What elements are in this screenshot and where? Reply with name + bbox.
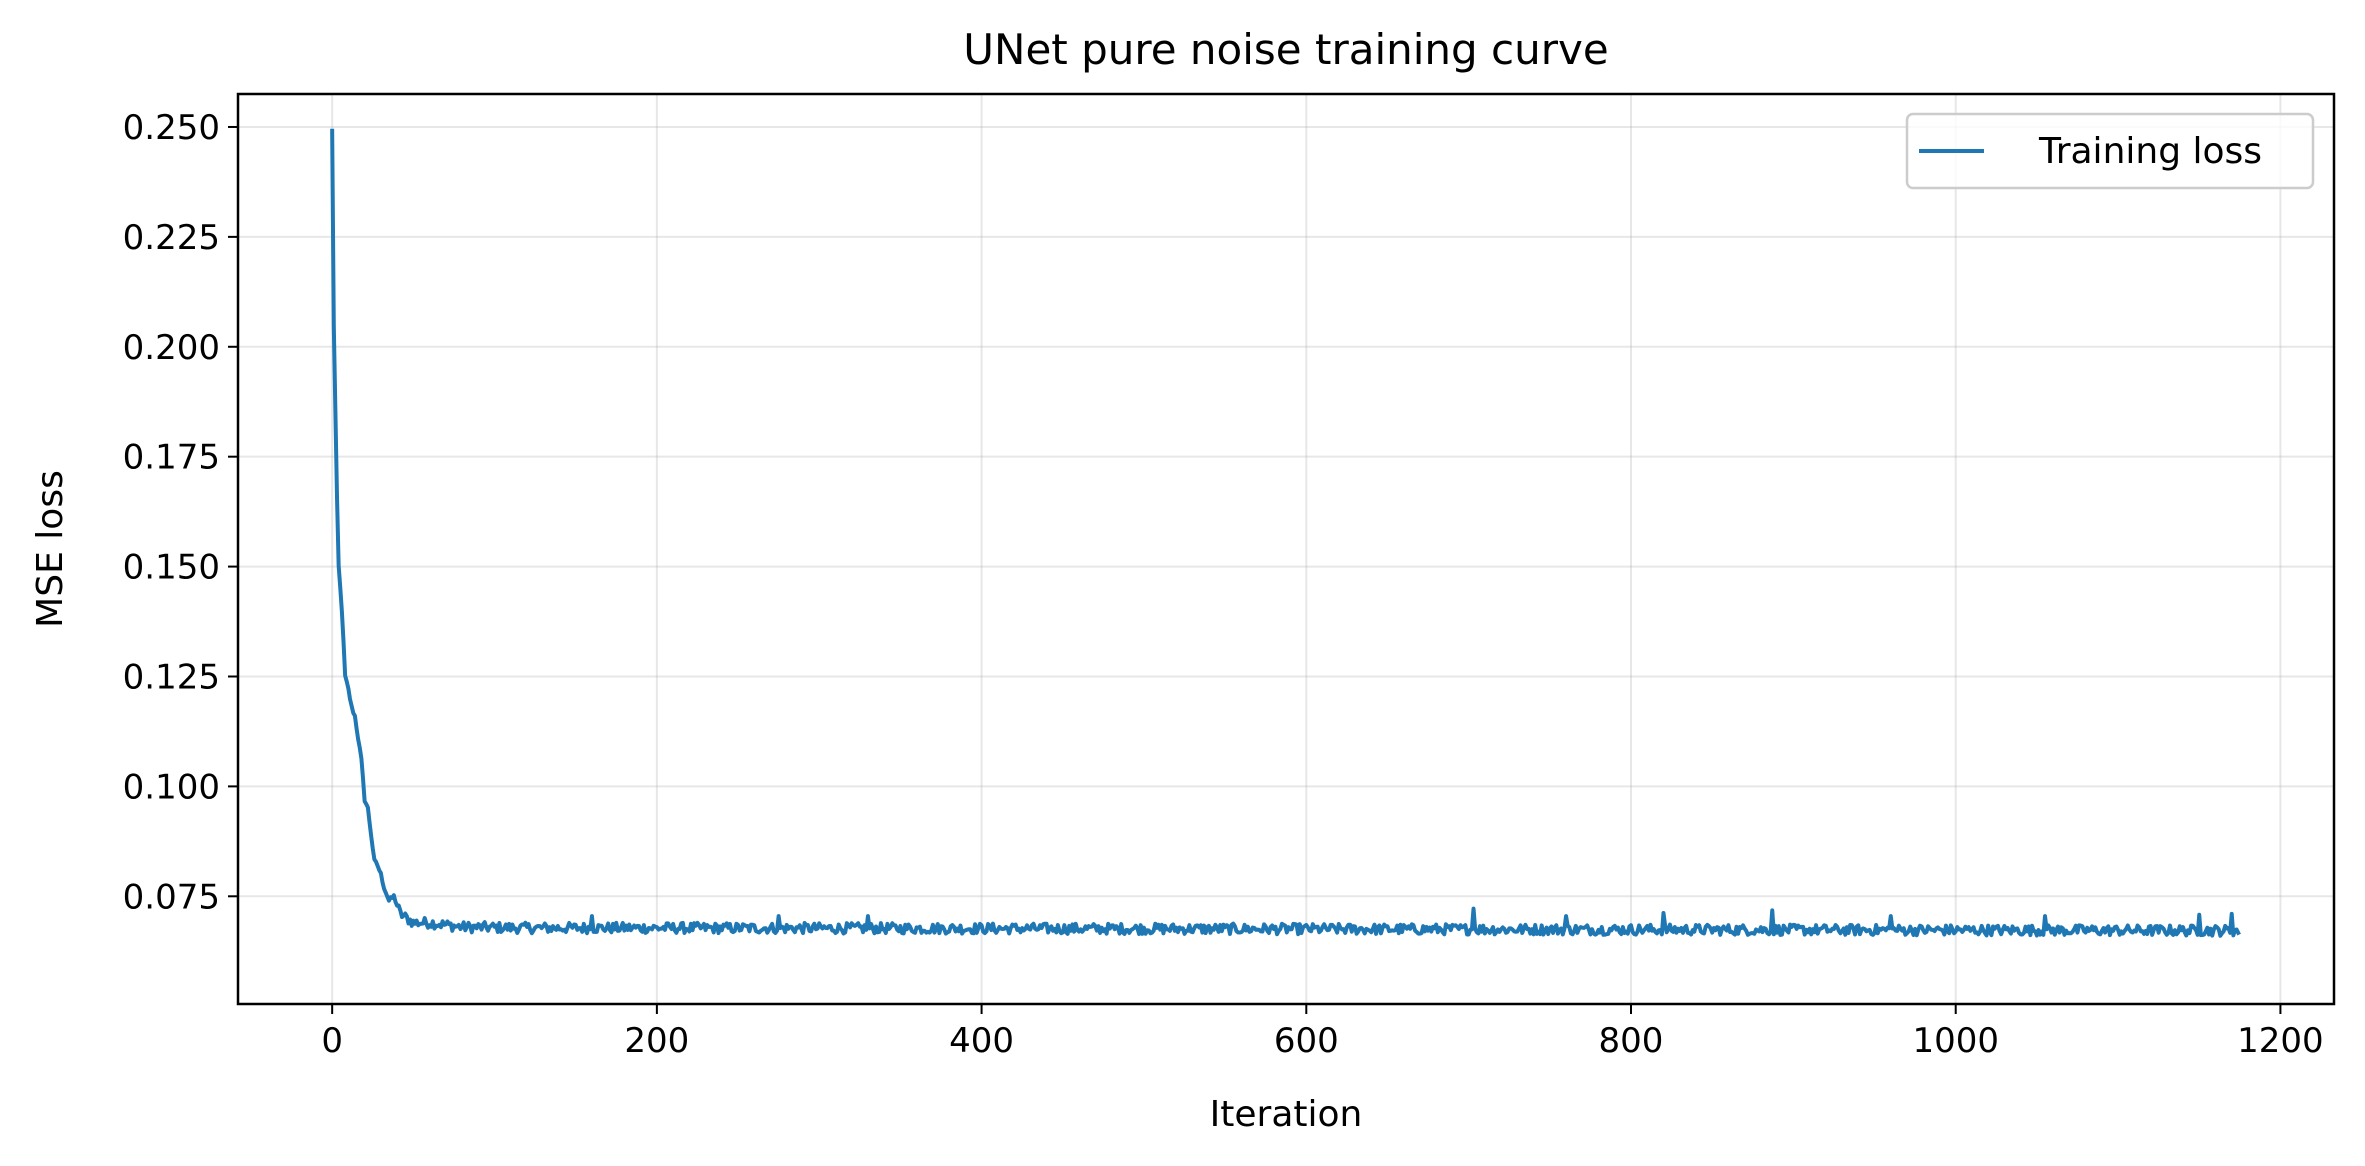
axis-ticks: 0 200 400 600 800 1000 1200 0.075 0.100 0.125 0.15… [123,108,2324,1061]
grid [238,94,2334,1004]
y-tick-label: 0.225 [123,218,220,258]
legend-label-training-loss: Training loss [2038,131,2262,172]
x-tick-label: 600 [1274,1021,1339,1061]
y-tick-label: 0.200 [123,328,220,368]
x-tick-label: 800 [1599,1021,1664,1061]
series-layer [330,128,2241,938]
x-tick-label: 1200 [2237,1021,2324,1061]
y-axis-label: MSE loss [30,470,71,628]
x-tick-label: 1000 [1912,1021,1999,1061]
chart-title: UNet pure noise training curve [963,25,1608,74]
x-tick-label: 400 [949,1021,1014,1061]
y-tick-label: 0.100 [123,767,220,807]
x-tick-label: 200 [624,1021,689,1061]
y-tick-label: 0.150 [123,548,220,588]
y-tick-label: 0.175 [123,438,220,478]
training-loss-line [330,128,2241,938]
y-tick-label: 0.125 [123,657,220,697]
legend: Training loss [1905,112,2315,190]
plot-frame [236,92,2336,1006]
y-tick-label: 0.250 [123,108,220,148]
x-tick-label: 0 [321,1021,343,1061]
legend-box [1905,112,2315,190]
x-axis-label: Iteration [1210,1094,1363,1135]
y-tick-label: 0.075 [123,877,220,917]
